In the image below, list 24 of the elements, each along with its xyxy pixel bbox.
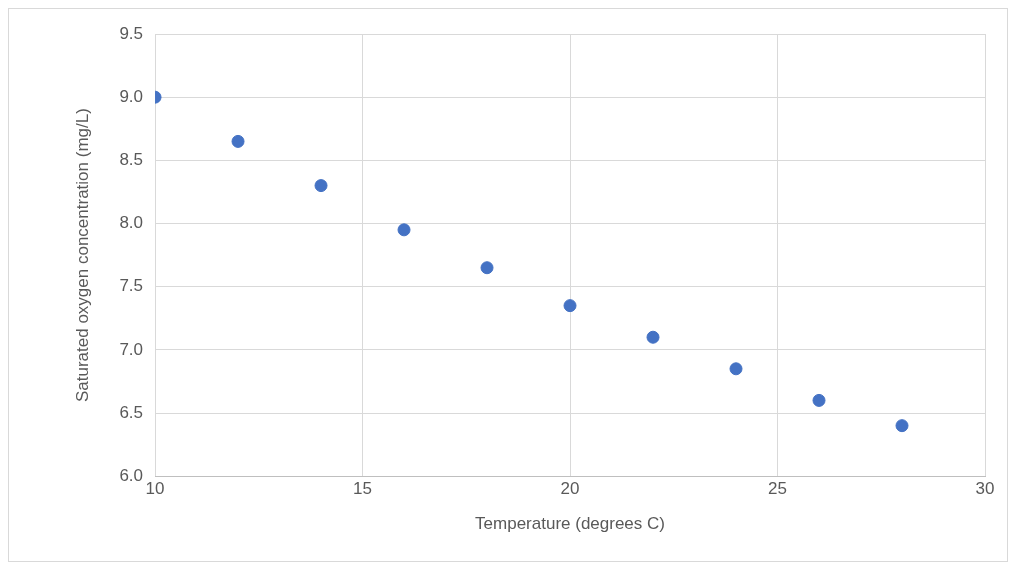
y-tick-label: 7.0 (119, 339, 144, 359)
y-tick-label: 8.0 (119, 213, 144, 233)
y-tick-label: 6.5 (119, 402, 144, 422)
y-tick-label: 7.5 (119, 276, 144, 296)
point (231, 134, 245, 148)
x-tick-label: 15 (353, 479, 372, 499)
y-tick-label: 6.0 (119, 465, 144, 485)
y-axis-title: Saturated oxygen concentration (mg/L) (72, 108, 92, 403)
point (895, 419, 909, 433)
x-tick-label: 10 (145, 479, 165, 499)
point (563, 299, 577, 313)
x-axis-title: Temperature (degrees C) (475, 514, 665, 534)
point (314, 179, 328, 193)
point (480, 261, 494, 275)
x-tick-label: 30 (975, 479, 995, 499)
point (397, 223, 411, 237)
x-tick-label: 20 (560, 479, 580, 499)
y-tick-label: 9.5 (119, 23, 144, 43)
y-tick-label: 9.0 (119, 86, 144, 106)
x-tick-label: 25 (768, 479, 787, 499)
point (729, 362, 743, 376)
y-tick-label: 8.5 (119, 150, 144, 170)
point (812, 393, 826, 407)
point (646, 330, 660, 344)
